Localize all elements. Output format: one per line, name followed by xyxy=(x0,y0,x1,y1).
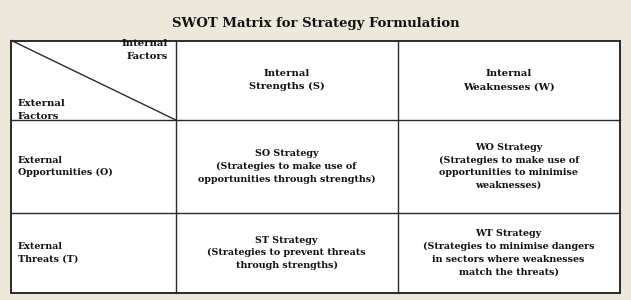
Text: External
Opportunities (O): External Opportunities (O) xyxy=(18,156,112,177)
Bar xyxy=(11,40,620,292)
Text: Internal
Strengths (S): Internal Strengths (S) xyxy=(249,69,324,92)
Text: ST Strategy
(Strategies to prevent threats
through strengths): ST Strategy (Strategies to prevent threa… xyxy=(208,236,366,270)
Text: Internal
Weaknesses (W): Internal Weaknesses (W) xyxy=(463,69,555,91)
Text: External
Factors: External Factors xyxy=(18,99,66,122)
Text: WO Strategy
(Strategies to make use of
opportunities to minimise
weaknesses): WO Strategy (Strategies to make use of o… xyxy=(439,143,579,190)
Text: SO Strategy
(Strategies to make use of
opportunities through strengths): SO Strategy (Strategies to make use of o… xyxy=(198,149,375,184)
Text: External
Threats (T): External Threats (T) xyxy=(18,242,78,264)
Text: WT Strategy
(Strategies to minimise dangers
in sectors where weaknesses
match th: WT Strategy (Strategies to minimise dang… xyxy=(423,230,594,276)
Text: Internal
Factors: Internal Factors xyxy=(122,39,168,61)
Text: SWOT Matrix for Strategy Formulation: SWOT Matrix for Strategy Formulation xyxy=(172,16,459,29)
